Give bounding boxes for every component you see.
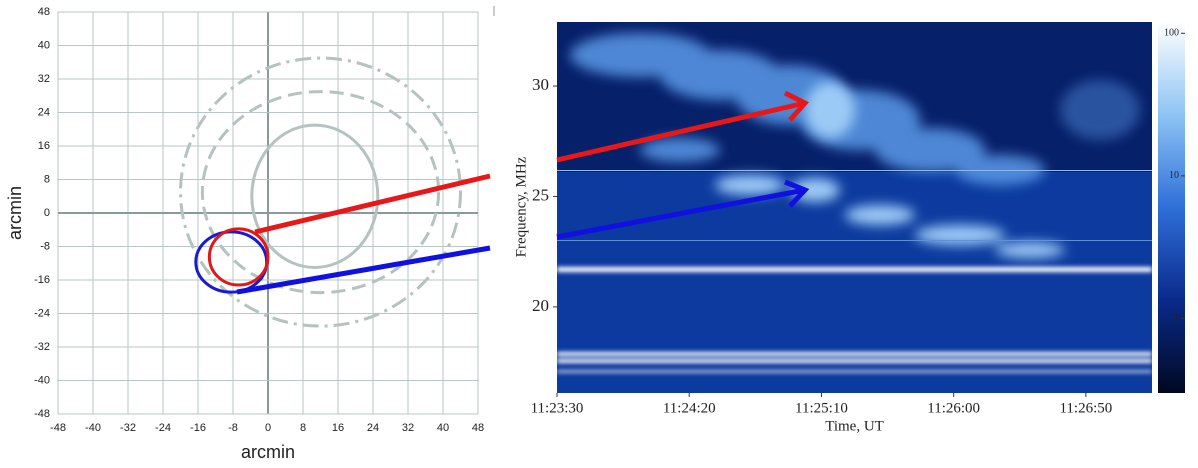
x-tick-label: -8 — [228, 422, 238, 434]
colorbar-tick-label: 100 — [1164, 28, 1179, 39]
x-tick-label: 0 — [265, 422, 271, 434]
x-tick-label: 11:24:20 — [663, 400, 716, 416]
colorbar — [1158, 22, 1185, 393]
y-tick-label: 8 — [44, 173, 50, 185]
y-tick-label: 30 — [532, 75, 549, 94]
y-tick-label: 20 — [532, 296, 549, 315]
x-axis-label: arcmin — [241, 442, 295, 462]
y-tick-label: -8 — [40, 240, 50, 252]
y-tick-label: -48 — [34, 408, 50, 420]
y-tick-label: 16 — [38, 140, 50, 152]
colorbar-tick-label: 10 — [1169, 170, 1179, 181]
x-tick-label: -16 — [190, 422, 206, 434]
x-tick-label: 24 — [367, 422, 379, 434]
x-tick-label: 32 — [402, 422, 414, 434]
arrow-head — [783, 90, 810, 122]
x-axis-label: Time, UT — [825, 418, 884, 434]
source-contour — [200, 90, 441, 295]
x-tick-label: -40 — [85, 422, 101, 434]
x-tick-label: 8 — [300, 422, 306, 434]
y-tick-label: 25 — [532, 185, 549, 204]
y-axis-label: arcmin — [5, 186, 25, 240]
y-tick-label: 40 — [38, 39, 50, 51]
y-tick-label: 48 — [38, 6, 50, 18]
x-tick-label: 48 — [472, 422, 484, 434]
source-contour — [179, 56, 462, 328]
x-tick-label: 16 — [332, 422, 344, 434]
y-tick-label: 32 — [38, 73, 50, 85]
spectrogram-image — [557, 22, 1152, 393]
x-tick-label: 11:26:50 — [1059, 400, 1112, 416]
y-tick-label: -24 — [34, 307, 50, 319]
connector — [236, 245, 491, 295]
y-tick-label: -16 — [34, 274, 50, 286]
connector — [254, 173, 491, 235]
sky-plot: -48 -40 -32 -24 -16 -8 0 8 16 24 32 40 48 -48 -40 -32 -2… — [5, 6, 484, 462]
y-tick-label: 24 — [38, 106, 50, 118]
colorbar-tick-label: 1 — [1174, 313, 1179, 324]
arrow-head — [784, 179, 810, 208]
y-axis-label: Frequency, MHz — [513, 156, 529, 257]
x-tick-label: -48 — [50, 422, 66, 434]
arrow — [556, 100, 806, 163]
y-tick-label: -40 — [34, 374, 50, 386]
x-tick-label: 11:25:10 — [795, 400, 848, 416]
spectrogram-panel: 11:23:30 11:24:20 11:25:10 11:26:00 11:26:50… — [513, 22, 1185, 434]
y-tick-label: -32 — [34, 341, 50, 353]
y-tick-label: 0 — [44, 207, 50, 219]
x-tick-label: -24 — [155, 422, 171, 434]
source-contour — [207, 227, 270, 287]
source-contour — [250, 123, 380, 269]
x-tick-label: 11:26:00 — [927, 400, 980, 416]
x-tick-label: 40 — [437, 422, 449, 434]
x-tick-label: -32 — [120, 422, 136, 434]
arrow — [556, 187, 806, 240]
x-tick-label: 11:23:30 — [531, 400, 584, 416]
